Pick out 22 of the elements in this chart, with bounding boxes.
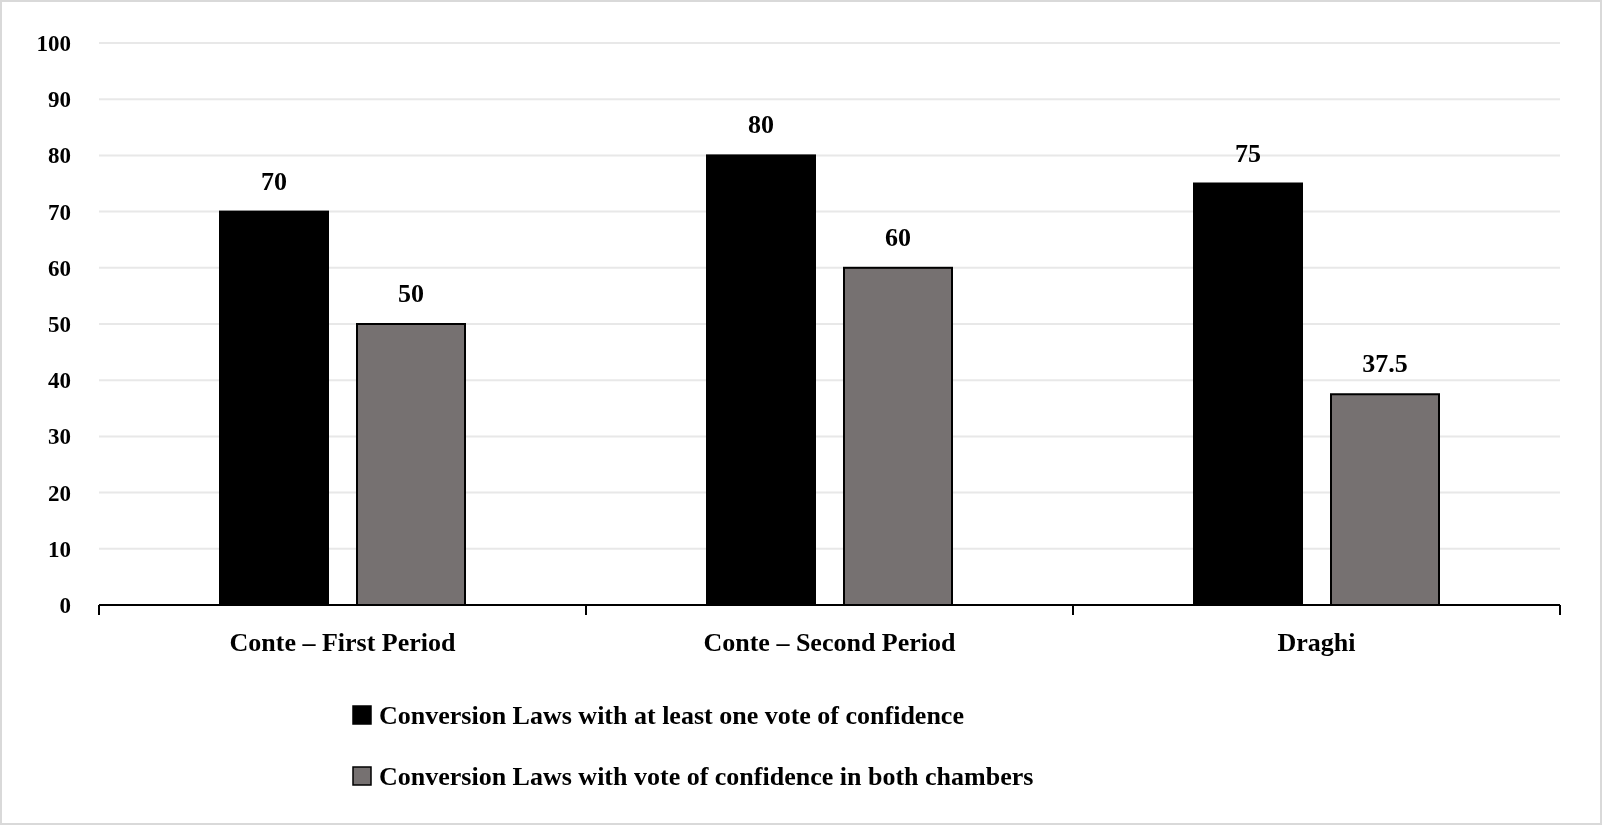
y-tick-label: 90 <box>48 87 71 113</box>
x-tick-label: Conte – First Period <box>229 628 457 657</box>
y-tick-label: 70 <box>48 199 71 225</box>
y-tick-label: 0 <box>59 593 71 619</box>
legend-label: Conversion Laws with at least one vote of confidence <box>379 701 964 731</box>
data-label: 37.5 <box>1362 349 1408 379</box>
y-tick-label: 50 <box>48 312 71 338</box>
data-label: 60 <box>885 222 911 252</box>
x-tick-label: Draghi <box>1277 628 1356 657</box>
y-tick-label: 60 <box>48 255 71 281</box>
y-tick-label: 80 <box>48 143 71 169</box>
y-tick-label: 10 <box>48 536 71 562</box>
y-tick-label: 100 <box>36 31 71 57</box>
data-label: 80 <box>748 110 774 140</box>
y-tick-label: 30 <box>48 424 71 450</box>
data-label: 70 <box>261 166 287 196</box>
data-label: 50 <box>398 279 424 308</box>
y-tick-label: 40 <box>48 368 71 394</box>
legend-label: Conversion Laws with vote of confidence in both chambers <box>379 762 1034 792</box>
y-tick-label: 20 <box>48 480 71 506</box>
data-label: 75 <box>1235 138 1261 168</box>
x-tick-label: Conte – Second Period <box>703 628 957 657</box>
